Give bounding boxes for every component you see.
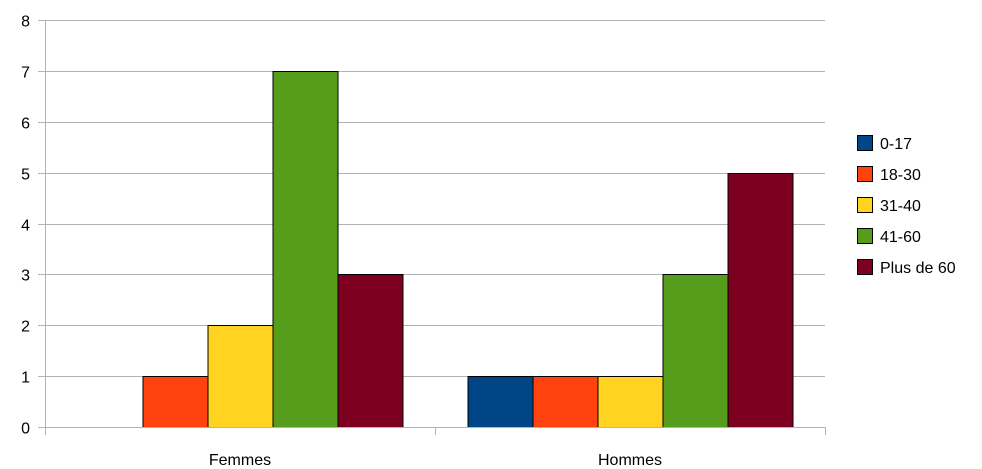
x-tick-label: Femmes bbox=[209, 452, 271, 469]
bar-18-30-femmes bbox=[142, 376, 209, 428]
gridlines bbox=[45, 20, 825, 377]
axes: 0 1 2 3 4 5 6 7 8 Femmes Hommes bbox=[21, 14, 826, 469]
legend-label: Plus de 60 bbox=[880, 260, 956, 277]
y-tick-label: 6 bbox=[21, 116, 30, 133]
y-tick-label: 5 bbox=[21, 167, 30, 184]
bar-0-17-hommes bbox=[467, 376, 534, 428]
y-tick-label: 0 bbox=[21, 421, 30, 438]
y-tick-label: 1 bbox=[21, 370, 30, 387]
legend-swatch bbox=[857, 228, 873, 244]
y-tick-label: 4 bbox=[21, 218, 30, 235]
bar-41-60-femmes bbox=[272, 71, 339, 428]
legend-swatch bbox=[857, 259, 873, 275]
y-tick-label: 2 bbox=[21, 319, 30, 336]
legend-swatch bbox=[857, 166, 873, 182]
bar-31-40-femmes bbox=[207, 325, 274, 428]
y-tick-label: 3 bbox=[21, 268, 30, 285]
bar-31-40-hommes bbox=[597, 376, 664, 428]
legend-swatch bbox=[857, 197, 873, 213]
x-tick-label: Hommes bbox=[598, 452, 662, 469]
bar-41-60-hommes bbox=[662, 274, 729, 428]
legend-label: 18-30 bbox=[880, 167, 921, 184]
y-tick-label: 7 bbox=[21, 65, 30, 82]
legend-swatch bbox=[857, 135, 873, 151]
legend-label: 31-40 bbox=[880, 198, 921, 215]
legend-label: 41-60 bbox=[880, 229, 921, 246]
legend-label: 0-17 bbox=[880, 136, 912, 153]
bar-18-30-hommes bbox=[532, 376, 599, 428]
bars bbox=[142, 71, 794, 428]
bar-plus-de-60-hommes bbox=[727, 173, 794, 428]
legend: 0-17 18-30 31-40 41-60 Plus de 60 bbox=[857, 135, 956, 277]
bar-plus-de-60-femmes bbox=[337, 274, 404, 428]
y-tick-label: 8 bbox=[21, 14, 30, 31]
